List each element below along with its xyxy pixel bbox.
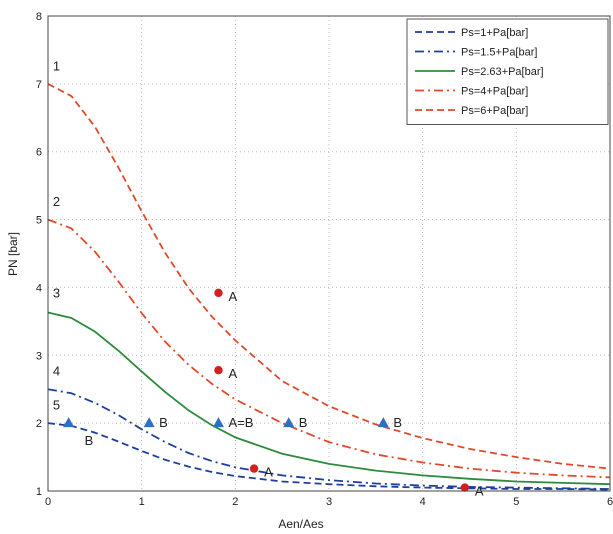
- point-b-marker: [63, 417, 75, 428]
- point-a-marker: [249, 464, 259, 473]
- y-tick-label: 8: [36, 11, 42, 23]
- x-tick-label: 1: [139, 496, 145, 508]
- x-tick-label: 3: [326, 496, 332, 508]
- point-b-marker: [212, 417, 224, 428]
- point-a-label: A: [228, 289, 237, 304]
- x-tick-labels: 0 1 2 3 4 5 6: [45, 496, 613, 508]
- y-tick-label: 5: [36, 215, 42, 227]
- y-tick-label: 3: [36, 350, 42, 362]
- legend-label: Ps=2.63+Pa[bar]: [461, 66, 544, 78]
- point-a-marker: [214, 288, 223, 298]
- curve-number-label: 3: [53, 286, 60, 301]
- grid-lines: [48, 16, 610, 491]
- point-b-label: B: [299, 415, 308, 430]
- x-tick-label: 5: [513, 496, 519, 508]
- point-b-label: B: [85, 433, 94, 448]
- curve-number-label: 1: [53, 58, 60, 73]
- point-a-marker: [460, 483, 470, 492]
- x-tick-label: 6: [607, 496, 613, 508]
- series-lines: [47, 83, 611, 491]
- legend-label: Ps=1.5+Pa[bar]: [461, 47, 537, 59]
- point-a-marker: [214, 366, 223, 375]
- curve-number-label: 5: [53, 398, 60, 413]
- x-tick-label: 2: [232, 496, 238, 508]
- point-b-label: B: [159, 415, 168, 430]
- legend-label: Ps=6+Pa[bar]: [461, 105, 528, 117]
- point-b-label: A=B: [228, 415, 253, 430]
- point-b-label: B: [393, 415, 402, 430]
- y-axis-label: PN [bar]: [6, 232, 20, 276]
- curve-number-label: 4: [53, 364, 60, 379]
- point-markers: [63, 288, 470, 492]
- series-line-1: [47, 422, 611, 491]
- y-tick-label: 6: [36, 147, 42, 159]
- point-b-marker: [283, 417, 295, 428]
- point-a-label: A: [228, 366, 237, 381]
- series-line-3: [47, 311, 611, 486]
- y-tick-label: 2: [36, 418, 42, 430]
- x-axis-label: Aen/Aes: [278, 517, 323, 531]
- x-tick-label: 0: [45, 496, 51, 508]
- x-tick-label: 4: [420, 496, 426, 508]
- y-tick-label: 1: [36, 486, 42, 498]
- point-b-marker: [377, 417, 389, 428]
- legend: Ps=1+Pa[bar] Ps=1.5+Pa[bar] Ps=2.63+Pa[bar…: [406, 18, 609, 125]
- y-tick-label: 4: [36, 282, 42, 294]
- plot-frame: [47, 15, 611, 492]
- series-line-2: [47, 388, 611, 490]
- legend-label: Ps=1+Pa[bar]: [461, 27, 528, 39]
- point-b-marker: [143, 417, 155, 428]
- series-line-4: [47, 218, 611, 479]
- y-tick-labels: 1 2 3 4 5 6 7 8: [36, 11, 42, 498]
- series-line-5: [47, 83, 611, 470]
- point-a-label: A: [264, 465, 273, 480]
- curve-number-label: 2: [53, 194, 60, 209]
- y-tick-label: 7: [36, 79, 42, 91]
- legend-label: Ps=4+Pa[bar]: [461, 86, 528, 98]
